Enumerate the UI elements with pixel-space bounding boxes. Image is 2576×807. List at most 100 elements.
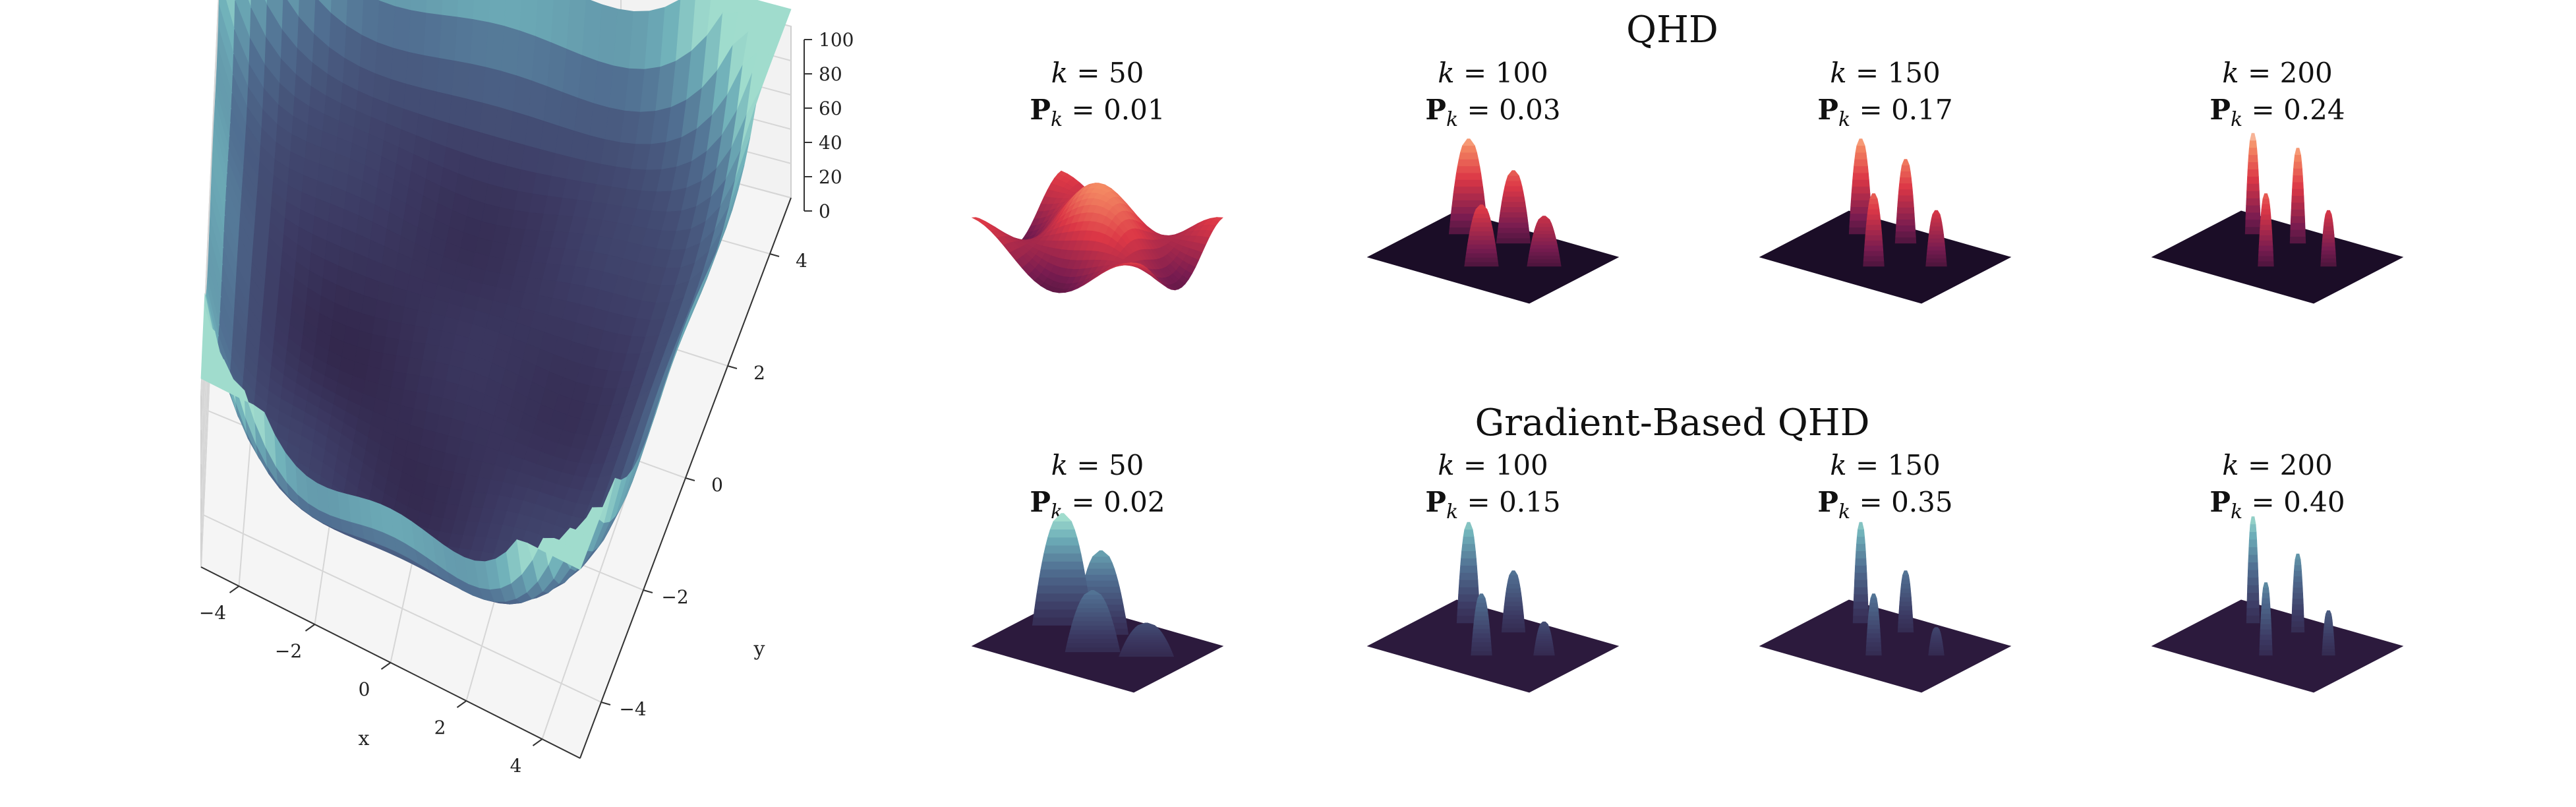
peak-band [1926, 254, 1947, 259]
peak-band [2322, 648, 2335, 653]
peak-band [2245, 204, 2261, 213]
peak-band [2259, 639, 2273, 645]
peak-band [1538, 626, 1550, 630]
peak-band [1121, 649, 1173, 652]
peak-band [1528, 255, 1560, 260]
peak-band [1502, 614, 1525, 620]
peak-band [2293, 587, 2303, 593]
peak-band [1471, 646, 1492, 651]
peak-band [2291, 189, 2304, 196]
p-symbol: P [1817, 486, 1838, 518]
peak-band [1850, 193, 1871, 200]
peak-band [1036, 585, 1088, 594]
peak-band [2292, 175, 2304, 183]
peak-band [2261, 603, 2271, 609]
peak-band [2292, 598, 2304, 605]
peak-band [2323, 225, 2334, 231]
peak-band [1928, 651, 1945, 654]
k-symbol: k [1830, 449, 1846, 481]
peak-band [1929, 225, 1944, 231]
peak-band [1469, 231, 1494, 236]
y-tick-mark [685, 477, 695, 481]
peak-band [1897, 627, 1914, 633]
peak-band [1049, 521, 1075, 530]
z-tick-label: 0 [819, 200, 831, 222]
peak-band [2291, 609, 2304, 616]
peak-band [1530, 244, 1558, 249]
equals-sign: = [2242, 94, 2283, 126]
peak-band [2246, 176, 2260, 184]
panel-surface [971, 513, 1224, 693]
peak-band [2244, 226, 2262, 235]
peak-band [1506, 583, 1521, 589]
equals-sign: = [1847, 449, 1888, 481]
peak-band [1856, 529, 1865, 537]
peak-band [1459, 572, 1478, 580]
peak-band [1900, 171, 1912, 178]
panel-surface [1759, 522, 2012, 693]
row-title-gradient-qhd: Gradient-Based QHD [1475, 402, 1870, 444]
peak-band [1931, 631, 1941, 634]
peak-band [2293, 564, 2302, 571]
panel-qhd-k150: k = 150 Pk = 0.17 [1759, 57, 2012, 304]
peak-band [2289, 236, 2306, 244]
peak-band [1452, 193, 1485, 200]
k-value: 100 [1496, 449, 1548, 481]
peak-band [1089, 556, 1113, 563]
peak-band [1898, 614, 1914, 620]
k-symbol: k [1051, 57, 1068, 89]
peak-band [1854, 565, 1867, 573]
peak-band [1465, 257, 1498, 262]
peak-band [1855, 558, 1867, 566]
peak-band [1472, 633, 1491, 638]
peak-band [2247, 169, 2259, 177]
peak-band [2323, 626, 2334, 630]
peak-band [1895, 231, 1916, 238]
peak-band [1461, 551, 1477, 558]
peak-band [1866, 633, 1881, 638]
peak-band [1537, 628, 1551, 632]
p-value: 0.24 [2283, 94, 2345, 126]
peak-band [1928, 649, 1945, 652]
x-tick-mark [305, 624, 316, 632]
peak-band [1928, 653, 1945, 656]
peak-band [2295, 148, 2301, 156]
peak-band [1471, 637, 1492, 643]
p-value: 0.17 [1891, 94, 1953, 126]
peak-band [1863, 255, 1885, 262]
peak-band [1067, 638, 1119, 643]
peak-band [1534, 647, 1554, 651]
peak-band [2260, 618, 2271, 624]
peak-band [1505, 592, 1522, 597]
peak-band [1869, 193, 1878, 199]
p-symbol: P [2210, 94, 2231, 126]
peak-band [1855, 145, 1867, 153]
peak-band [2245, 212, 2261, 220]
peak-band [1460, 145, 1477, 153]
peak-band [1537, 219, 1552, 224]
x-tick-label: −4 [199, 602, 226, 624]
peak-band [1470, 222, 1493, 227]
equals-sign: = [1063, 94, 1103, 126]
peak-band [1458, 580, 1479, 587]
k-value: 200 [2280, 449, 2333, 481]
k-value: 200 [2280, 57, 2333, 89]
peak-band [1868, 611, 1879, 616]
peak-band [1853, 601, 1869, 609]
peak-band [2260, 634, 2272, 640]
equals-sign: = [1458, 94, 1499, 126]
peak-band [1459, 565, 1478, 573]
panel-k-label: k = 150 [1830, 449, 1941, 481]
peak-band [1043, 545, 1082, 554]
y-tick-mark [643, 589, 653, 593]
peak-band [2260, 608, 2271, 614]
equals-sign: = [2239, 57, 2280, 89]
panel-k-label: k = 200 [2222, 57, 2333, 89]
peak-band [2321, 250, 2336, 255]
peak-band [2258, 250, 2274, 256]
peak-band [1092, 550, 1110, 557]
peak-band [1466, 248, 1497, 254]
p-value: 0.40 [2283, 486, 2345, 518]
peak-band [2260, 219, 2272, 225]
